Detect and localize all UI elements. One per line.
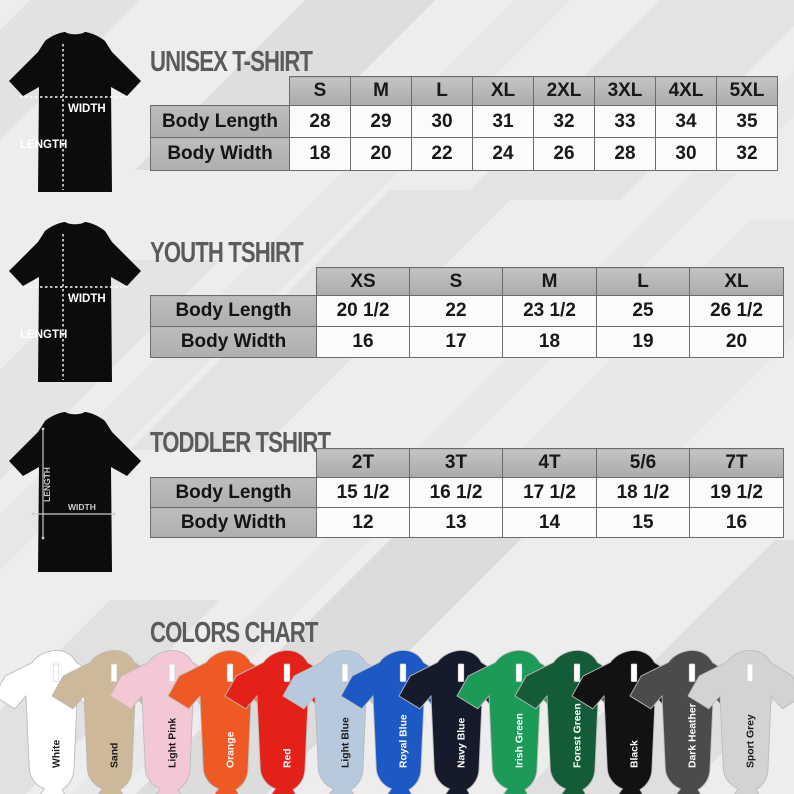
svg-text:LENGTH: LENGTH [42, 467, 52, 502]
svg-text:LENGTH: LENGTH [20, 329, 67, 341]
svg-text:WIDTH: WIDTH [68, 103, 106, 115]
svg-text:Sport Grey: Sport Grey [746, 714, 757, 768]
svg-text:WIDTH: WIDTH [68, 502, 96, 512]
svg-text:WIDTH: WIDTH [68, 293, 106, 305]
svg-text:LENGTH: LENGTH [20, 139, 67, 151]
